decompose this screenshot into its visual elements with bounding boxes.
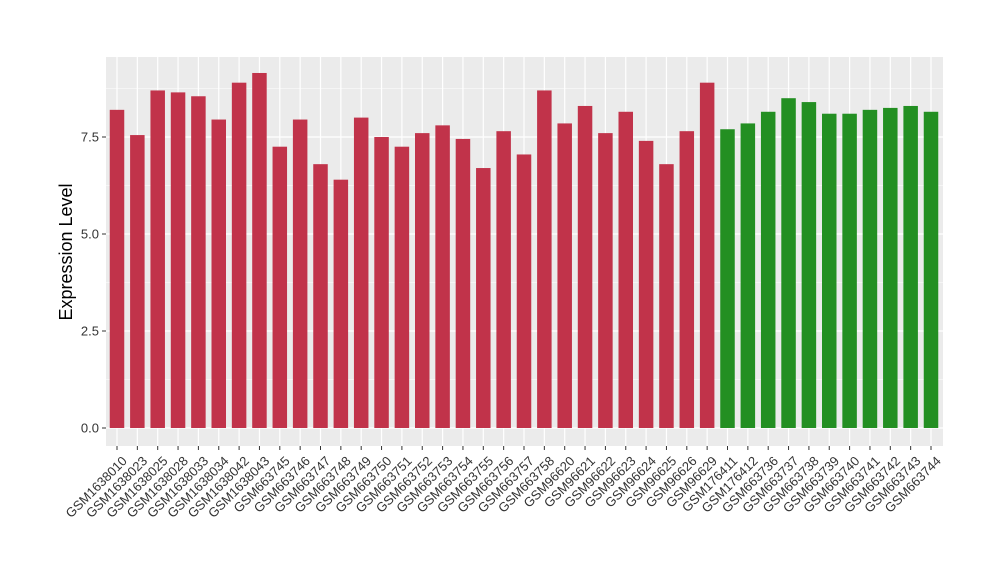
bar-GSM96624 (638, 140, 654, 428)
y-axis-label: Expression Level (56, 183, 76, 320)
y-tick-label: 7.5 (81, 130, 99, 145)
bar-GSM176411 (720, 129, 735, 429)
y-tick-label: 2.5 (81, 324, 99, 339)
bar-GSM96629 (699, 82, 715, 429)
bar-GSM1638033 (191, 96, 206, 428)
bar-GSM96620 (557, 123, 572, 429)
bars (109, 72, 939, 429)
bar-GSM663754 (455, 138, 471, 428)
bar-GSM663753 (435, 125, 450, 429)
bar-GSM663743 (903, 105, 918, 429)
bar-GSM663749 (353, 117, 369, 428)
bar-GSM663745 (272, 146, 288, 428)
bar-GSM663739 (822, 113, 837, 428)
bar-GSM1638025 (150, 90, 165, 428)
y-axis: 0.0 2.5 5.0 7.5 (81, 130, 106, 436)
bar-GSM96626 (679, 131, 695, 428)
bar-GSM663736 (760, 111, 776, 428)
bar-GSM96623 (618, 111, 633, 428)
bar-GSM663752 (415, 133, 430, 428)
bar-GSM663741 (862, 109, 878, 428)
y-tick-label: 5.0 (81, 227, 99, 242)
bar-GSM663758 (537, 90, 552, 428)
bar-GSM1638042 (231, 82, 247, 429)
x-axis: GSM1638010GSM1638023GSM1638025GSM1638028… (63, 446, 944, 521)
bar-GSM663750 (374, 137, 389, 428)
bar-GSM663755 (476, 168, 491, 429)
bar-GSM663738 (801, 102, 817, 428)
bar-GSM663737 (781, 98, 796, 428)
bar-GSM663742 (883, 107, 898, 429)
bar-GSM96622 (598, 133, 613, 428)
bar-GSM663747 (313, 164, 328, 428)
bar-GSM176412 (740, 123, 756, 429)
bar-GSM1638034 (211, 119, 226, 428)
bar-GSM663740 (842, 113, 857, 428)
bar-GSM1638010 (109, 109, 125, 428)
bar-GSM1638028 (170, 92, 186, 428)
bar-GSM663744 (923, 111, 939, 428)
bar-GSM663751 (394, 146, 410, 428)
bar-GSM1638043 (252, 72, 267, 428)
bar-GSM1638023 (130, 135, 145, 428)
bar-GSM96625 (659, 164, 674, 428)
bar-GSM663757 (516, 154, 532, 428)
bar-GSM663756 (496, 131, 511, 428)
bar-GSM663748 (333, 179, 349, 428)
bar-GSM96621 (577, 105, 593, 429)
bar-GSM663746 (292, 119, 308, 428)
y-tick-label: 0.0 (81, 421, 99, 436)
